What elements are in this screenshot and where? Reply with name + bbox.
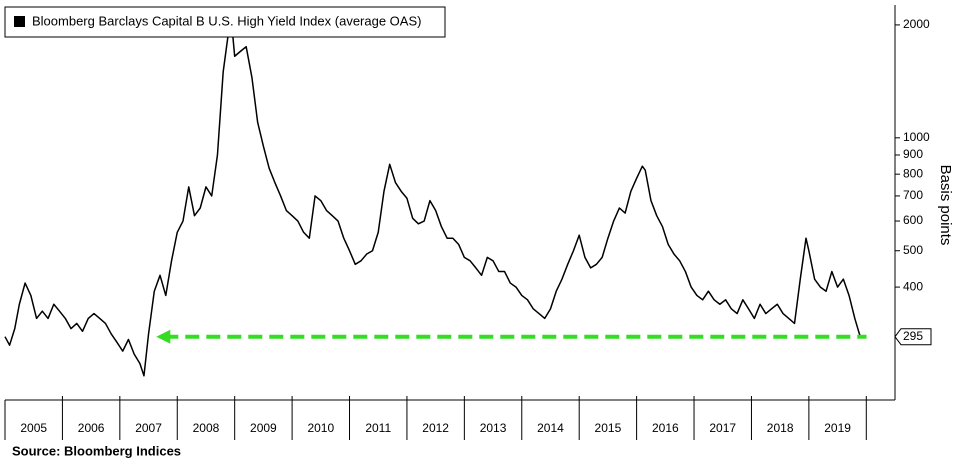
x-tick-label: 2017 [709, 421, 736, 435]
x-tick-label: 2013 [480, 421, 507, 435]
x-tick-label: 2016 [652, 421, 679, 435]
series-line [4, 24, 862, 377]
y-tick-label: 600 [903, 213, 923, 227]
y-tick-label: 400 [903, 279, 923, 293]
source: Source: Bloomberg Indices [12, 443, 181, 458]
legend-label: Bloomberg Barclays Capital B U.S. High Y… [32, 13, 421, 28]
last-value-box [894, 328, 932, 346]
x-tick-label: 2010 [307, 421, 334, 435]
x-tick-label: 2015 [595, 421, 622, 435]
x-tick-label: 2011 [365, 421, 391, 435]
y-tick-label: 500 [903, 243, 923, 257]
last-value-label: 295 [903, 329, 923, 343]
y-axis-label: Basis points [937, 165, 954, 246]
reference-arrow [156, 329, 171, 344]
x-tick-label: 2012 [422, 421, 449, 435]
x-tick-label: 2007 [135, 421, 162, 435]
x-tick-label: 2019 [824, 421, 851, 435]
x-tick-label: 2005 [20, 421, 47, 435]
x-tick-label: 2006 [78, 421, 105, 435]
x-tick-label: 2018 [767, 421, 794, 435]
x-tick-label: 2009 [250, 421, 277, 435]
x-tick-label: 2014 [537, 421, 564, 435]
y-tick-label: 700 [903, 188, 923, 202]
legend-box [4, 6, 446, 38]
plot-area [5, 5, 895, 400]
legend-swatch [14, 16, 25, 27]
y-tick-label: 2000 [903, 17, 930, 31]
y-tick-label: 1000 [903, 130, 930, 144]
y-tick-label: 900 [903, 147, 923, 161]
y-tick-label: 800 [903, 166, 923, 180]
legend: Bloomberg Barclays Capital B U.S. High Y… [4, 6, 446, 38]
x-tick-label: 2008 [193, 421, 220, 435]
